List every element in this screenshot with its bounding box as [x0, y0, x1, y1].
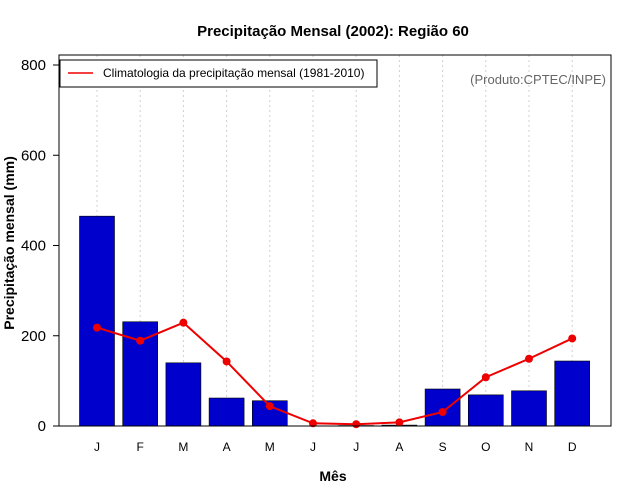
x-tick-label: A: [395, 440, 403, 454]
climatology-point-8: [438, 408, 447, 417]
credit-text: (Produto:CPTEC/INPE): [470, 72, 606, 87]
y-axis-label: Precipitação mensal (mm): [1, 156, 17, 330]
y-axis: 0 200 400 600 800: [21, 57, 59, 435]
x-tick-label: M: [178, 440, 188, 454]
x-tick-label: D: [568, 440, 577, 454]
bar-10: [511, 390, 547, 427]
x-tick-label: M: [265, 440, 275, 454]
legend: Climatologia da precipitação mensal (198…: [59, 59, 378, 88]
grid: [96, 55, 573, 426]
y-tick-label: 800: [21, 57, 46, 74]
climatology-point-10: [525, 354, 533, 363]
y-tick-label: 400: [21, 238, 46, 255]
x-tick-label: N: [525, 440, 534, 454]
x-tick-label: O: [481, 440, 490, 454]
climatology-point-2: [179, 318, 188, 327]
bar-8: [424, 388, 461, 427]
bar-3: [208, 397, 245, 427]
x-axis-label: Mês: [319, 468, 346, 484]
legend-label: Climatologia da precipitação mensal (198…: [103, 66, 364, 80]
bar-9: [467, 394, 504, 427]
chart-title: Precipitação Mensal (2002): Região 60: [197, 23, 469, 40]
y-tick-label: 0: [38, 418, 46, 435]
climatology-point-1: [136, 336, 145, 345]
x-tick-label: S: [439, 440, 447, 454]
climatology-point-11: [568, 334, 577, 343]
x-tick-label: J: [310, 440, 316, 454]
bars: [79, 215, 591, 427]
y-tick-label: 200: [21, 328, 46, 345]
bar-0: [79, 215, 115, 427]
x-tick-label: J: [94, 440, 100, 454]
climatology-point-0: [93, 323, 101, 332]
bar-2: [165, 362, 202, 427]
x-tick-label: A: [223, 440, 231, 454]
climatology-polyline: [96, 321, 573, 426]
bar-11: [554, 360, 591, 427]
climatology-line: [93, 318, 577, 429]
climatology-point-5: [309, 419, 317, 428]
climatology-point-9: [481, 373, 490, 382]
climatology-point-7: [395, 418, 404, 427]
plot-frame: [58, 54, 612, 427]
x-tick-label: F: [137, 440, 144, 454]
x-tick-label: J: [353, 440, 359, 454]
climatology-point-4: [265, 402, 274, 411]
legend-box: [59, 59, 378, 88]
climatology-point-3: [222, 357, 231, 366]
climatology-point-6: [352, 420, 361, 429]
y-tick-label: 600: [21, 147, 46, 164]
